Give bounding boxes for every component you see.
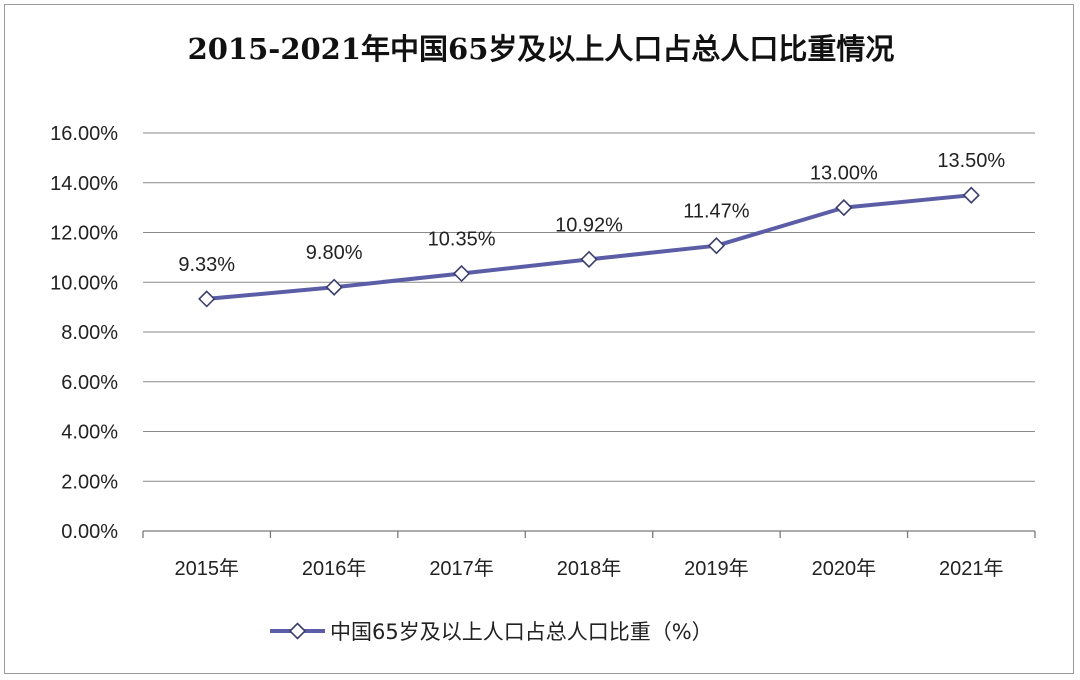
data-point-marker [325,278,343,296]
data-point-marker [580,250,598,268]
x-tick-label: 2019年 [684,557,749,580]
data-label: 10.92% [555,214,623,236]
x-tick-label: 2020年 [812,557,877,580]
legend-label: 中国65岁及以上人口占总人口比重（%） [330,620,713,644]
data-point-marker [835,198,853,217]
x-tick-label: 2017年 [429,557,494,580]
legend: 中国65岁及以上人口占总人口比重（%） [270,620,713,644]
data-labels: 9.33% 9.80% 10.35% 10.92% 11.47% 13.00% 13.50% [178,150,1005,276]
data-label: 9.33% [178,254,235,276]
x-tick-label: 2021年 [939,557,1004,580]
y-axis-tick-labels: 0.00% 2.00% 4.00% 6.00% 8.00% 10.00% 12.00% 14.… [50,123,118,543]
y-tick-label: 2.00% [61,471,118,493]
chart-frame [4,4,1074,674]
y-tick-label: 4.00% [61,422,118,444]
y-tick-label: 8.00% [61,322,118,344]
data-label: 9.80% [306,242,363,264]
y-tick-label: 6.00% [61,372,118,394]
data-label: 10.35% [428,229,496,251]
chart-title: 2015-2021年中国65岁及以上人口占总人口比重情况 [188,32,895,66]
data-point-marker [198,290,216,308]
data-label: 13.00% [810,163,878,185]
data-point-marker [962,186,980,204]
y-tick-label: 12.00% [50,223,118,245]
data-point-marker [707,237,726,255]
x-tick-label: 2016年 [302,557,367,580]
series-markers [198,186,980,308]
x-axis-tick-labels: 2015年 2016年 2017年 2018年 2019年 2020年 2021年 [174,557,1003,580]
y-tick-label: 16.00% [50,123,118,145]
gridlines [143,132,1035,482]
data-point-marker [452,264,471,283]
x-tick-label: 2018年 [557,557,622,580]
x-axis [142,530,1036,538]
y-tick-label: 0.00% [61,521,118,543]
y-tick-label: 14.00% [50,173,118,195]
data-label: 11.47% [683,201,750,223]
y-tick-label: 10.00% [50,272,118,294]
x-tick-label: 2015年 [174,557,239,580]
data-label: 13.50% [937,150,1005,172]
legend-diamond-marker [288,622,307,640]
